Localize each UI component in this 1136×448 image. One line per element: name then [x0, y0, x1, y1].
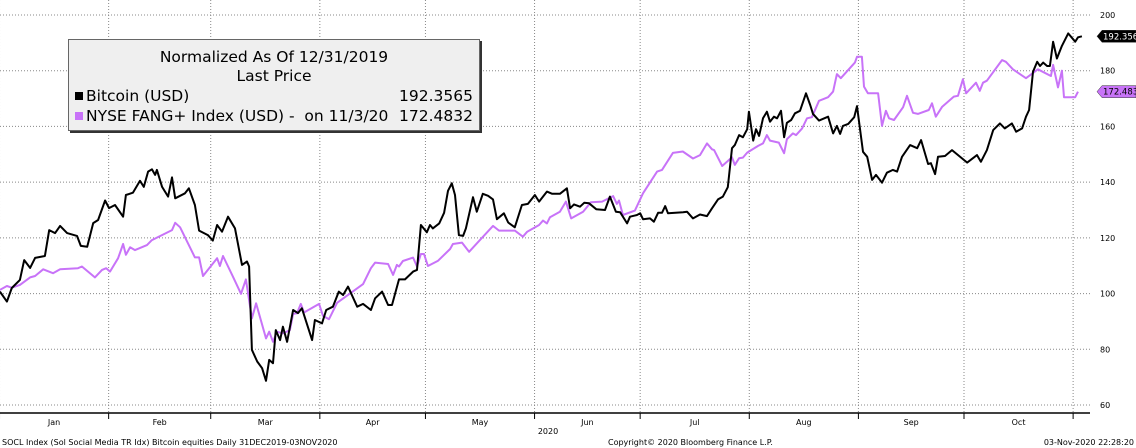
- legend-value: 172.4832: [399, 107, 473, 125]
- y-tick-label: 160: [1100, 122, 1115, 131]
- last-value-tag-bitcoin: [1096, 30, 1136, 43]
- y-tick-label: 80: [1100, 345, 1110, 354]
- series-line-fang: [0, 55, 1079, 343]
- x-axis-label: 2020: [538, 427, 558, 436]
- legend-swatch-fang: [75, 112, 83, 120]
- legend-value: 192.3565: [399, 87, 473, 105]
- last-value-label: 192.3565: [1103, 32, 1136, 42]
- y-tick-label: 100: [1100, 290, 1115, 299]
- legend-swatch-bitcoin: [75, 92, 83, 100]
- legend-item-bitcoin: Bitcoin (USD) 192.3565: [75, 87, 473, 107]
- y-tick-label: 200: [1100, 11, 1115, 20]
- legend-item-fang: NYSE FANG+ Index (USD) - on 11/3/20 172.…: [75, 107, 473, 127]
- legend: Normalized As Of 12/31/2019 Last Price B…: [68, 39, 480, 131]
- footer-security-info: SOCL Index (Sol Social Media TR Idx) Bit…: [2, 438, 338, 447]
- x-tick-label: Sep: [904, 418, 919, 427]
- x-tick-label: May: [472, 418, 489, 427]
- footer-copyright: Copyright© 2020 Bloomberg Finance L.P.: [608, 438, 773, 447]
- x-tick-label: Mar: [258, 418, 274, 427]
- x-tick-label: Jul: [689, 418, 700, 427]
- x-tick-label: Jun: [580, 418, 594, 427]
- chart-subtitle: Last Price: [236, 67, 312, 85]
- x-tick-label: Aug: [796, 418, 812, 427]
- x-tick-label: Feb: [153, 418, 167, 427]
- x-tick-label: Apr: [366, 418, 381, 427]
- legend-label: NYSE FANG+ Index (USD) - on 11/3/20: [86, 107, 389, 125]
- series-line-bitcoin: [0, 32, 1083, 382]
- y-tick-label: 140: [1100, 178, 1115, 187]
- chart-title: Normalized As Of 12/31/2019: [159, 48, 389, 66]
- y-tick-label: 60: [1100, 401, 1110, 410]
- last-value-label: 172.4832: [1103, 88, 1136, 98]
- y-tick-label: 180: [1100, 67, 1115, 76]
- x-tick-label: Oct: [1012, 418, 1026, 427]
- last-value-tag-fang: [1096, 85, 1136, 98]
- footer-timestamp: 03-Nov-2020 22:28:20: [1043, 438, 1134, 447]
- y-tick-label: 120: [1100, 234, 1115, 243]
- legend-label: Bitcoin (USD): [86, 87, 190, 105]
- x-tick-label: Jan: [47, 418, 60, 427]
